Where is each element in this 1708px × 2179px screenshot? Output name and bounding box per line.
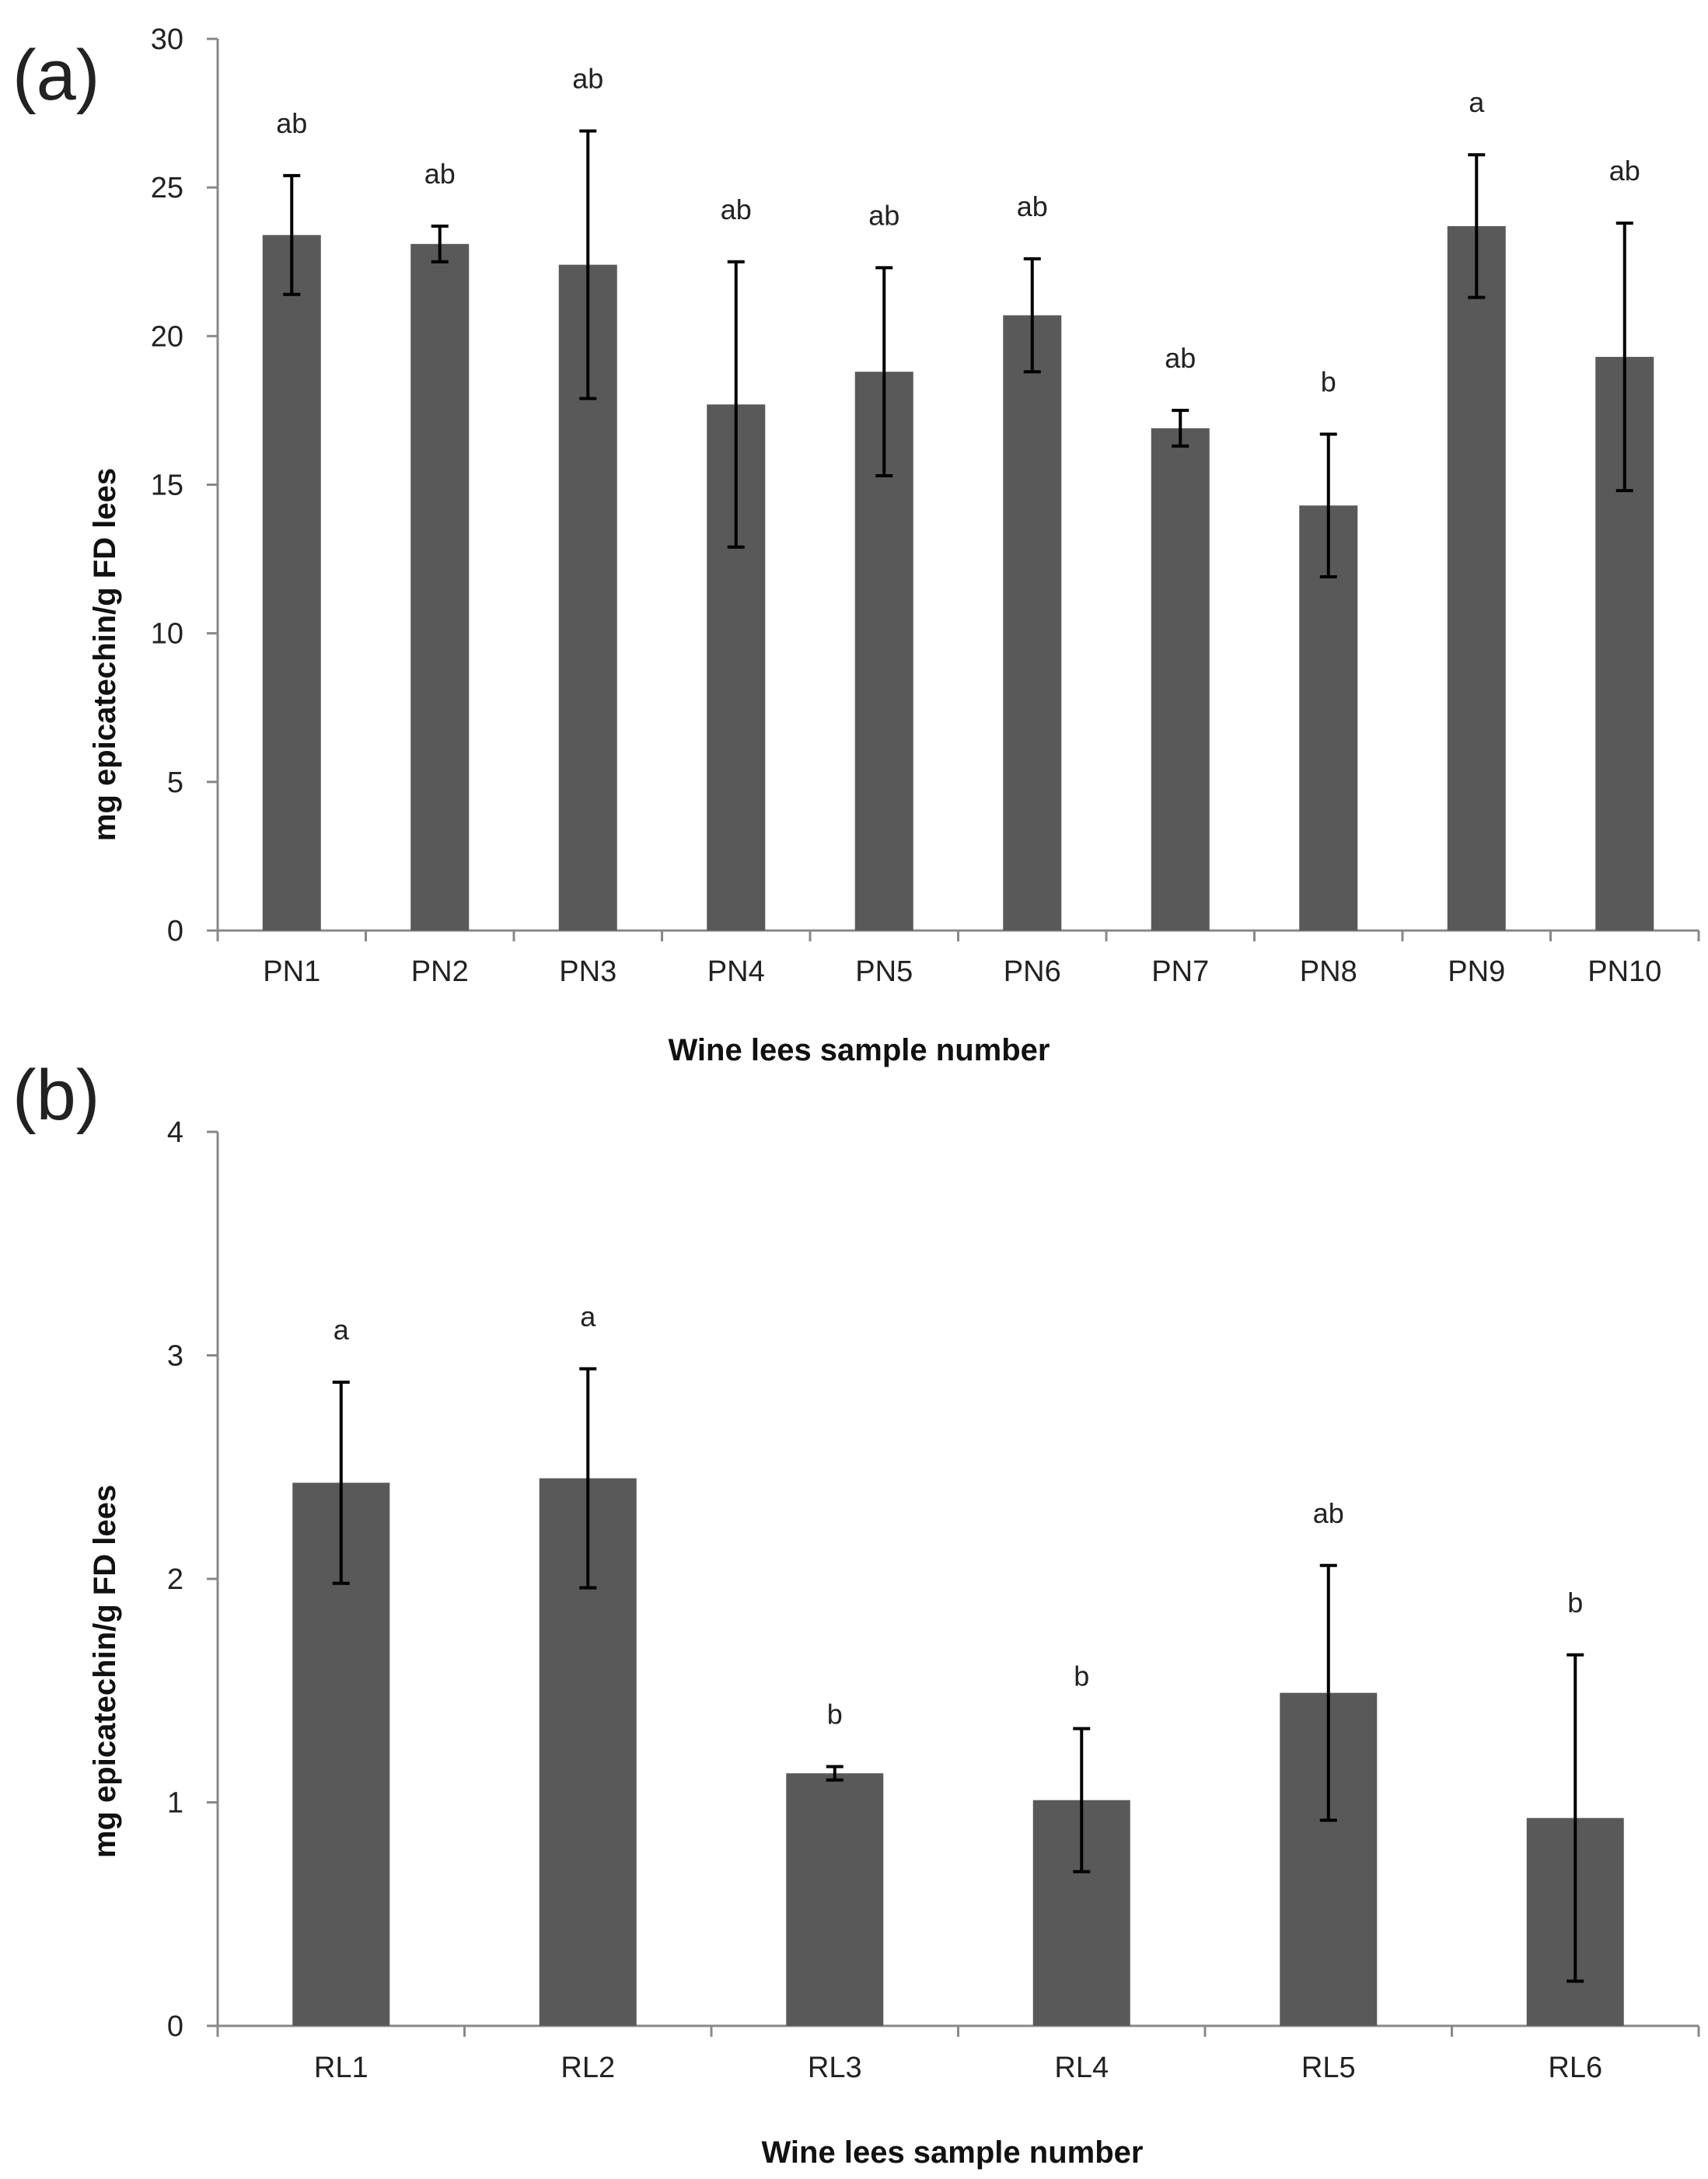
y-axis-title-a: mg epicatechin/g FD lees bbox=[88, 468, 122, 841]
bar-RL3 bbox=[786, 1773, 884, 2026]
x-tick-label-PN4: PN4 bbox=[707, 955, 765, 988]
x-tick-label-PN10: PN10 bbox=[1587, 955, 1661, 988]
bar-PN7 bbox=[1151, 428, 1210, 931]
significance-label-PN5: ab bbox=[868, 199, 899, 231]
significance-label-PN4: ab bbox=[721, 194, 752, 225]
panel-label-b: (b) bbox=[12, 1056, 100, 1135]
y-tick-label: 20 bbox=[151, 320, 183, 353]
significance-label-RL2: a bbox=[580, 1301, 596, 1332]
x-tick-label-RL1: RL1 bbox=[314, 2052, 368, 2084]
y-tick-label: 30 bbox=[151, 23, 183, 56]
x-axis-title-a: Wine lees sample number bbox=[669, 1033, 1050, 1067]
x-tick-label-RL5: RL5 bbox=[1301, 2052, 1356, 2084]
x-tick-label-PN6: PN6 bbox=[1004, 955, 1061, 988]
x-tick-label-PN9: PN9 bbox=[1448, 955, 1505, 988]
significance-label-PN6: ab bbox=[1017, 190, 1048, 222]
y-tick-label: 4 bbox=[167, 1116, 183, 1149]
chart-panel-a: (a) mg epicatechin/g FD lees Wine lees s… bbox=[12, 23, 1700, 1067]
bar-PN1 bbox=[262, 235, 321, 931]
y-tick-label: 5 bbox=[167, 766, 183, 799]
y-tick-label: 25 bbox=[151, 172, 183, 204]
x-tick-label-RL6: RL6 bbox=[1548, 2052, 1602, 2084]
x-tick-label-RL2: RL2 bbox=[561, 2052, 615, 2084]
x-tick-label-PN5: PN5 bbox=[855, 955, 913, 988]
significance-label-PN10: ab bbox=[1609, 155, 1640, 187]
x-tick-label-PN2: PN2 bbox=[411, 955, 469, 988]
bar-PN6 bbox=[1003, 315, 1062, 931]
x-axis-title-b: Wine lees sample number bbox=[762, 2135, 1144, 2170]
significance-label-RL1: a bbox=[334, 1314, 350, 1346]
significance-label-PN7: ab bbox=[1165, 342, 1196, 374]
y-tick-label: 2 bbox=[167, 1563, 183, 1596]
significance-label-RL4: b bbox=[1074, 1660, 1089, 1692]
significance-label-RL3: b bbox=[827, 1699, 843, 1730]
x-tick-label-RL4: RL4 bbox=[1054, 2052, 1109, 2084]
y-tick-label: 0 bbox=[167, 915, 183, 948]
x-tick-label-PN8: PN8 bbox=[1300, 955, 1357, 988]
panel-label-a: (a) bbox=[12, 36, 100, 115]
y-axis-title-b: mg epicatechin/g FD lees bbox=[88, 1485, 122, 1858]
significance-label-PN2: ab bbox=[424, 158, 456, 190]
x-tick-label-PN1: PN1 bbox=[263, 955, 320, 988]
significance-label-PN8: b bbox=[1321, 366, 1336, 398]
x-tick-label-PN3: PN3 bbox=[559, 955, 616, 988]
chart-panel-b: (b) mg epicatechin/g FD lees Wine lees s… bbox=[12, 1056, 1700, 2170]
y-tick-label: 15 bbox=[151, 470, 183, 502]
y-tick-label: 10 bbox=[151, 618, 183, 651]
y-tick-label: 1 bbox=[167, 1787, 183, 1820]
bar-PN9 bbox=[1447, 225, 1506, 931]
significance-label-PN1: ab bbox=[276, 107, 307, 139]
x-tick-label-RL3: RL3 bbox=[808, 2052, 862, 2084]
significance-label-RL6: b bbox=[1567, 1587, 1583, 1619]
x-tick-label-PN7: PN7 bbox=[1151, 955, 1209, 988]
bar-PN2 bbox=[410, 243, 470, 931]
y-tick-label: 3 bbox=[167, 1340, 183, 1373]
significance-label-PN9: a bbox=[1469, 86, 1485, 118]
significance-label-RL5: ab bbox=[1313, 1497, 1344, 1529]
y-tick-label: 0 bbox=[167, 2010, 183, 2043]
significance-label-PN3: ab bbox=[572, 63, 603, 95]
